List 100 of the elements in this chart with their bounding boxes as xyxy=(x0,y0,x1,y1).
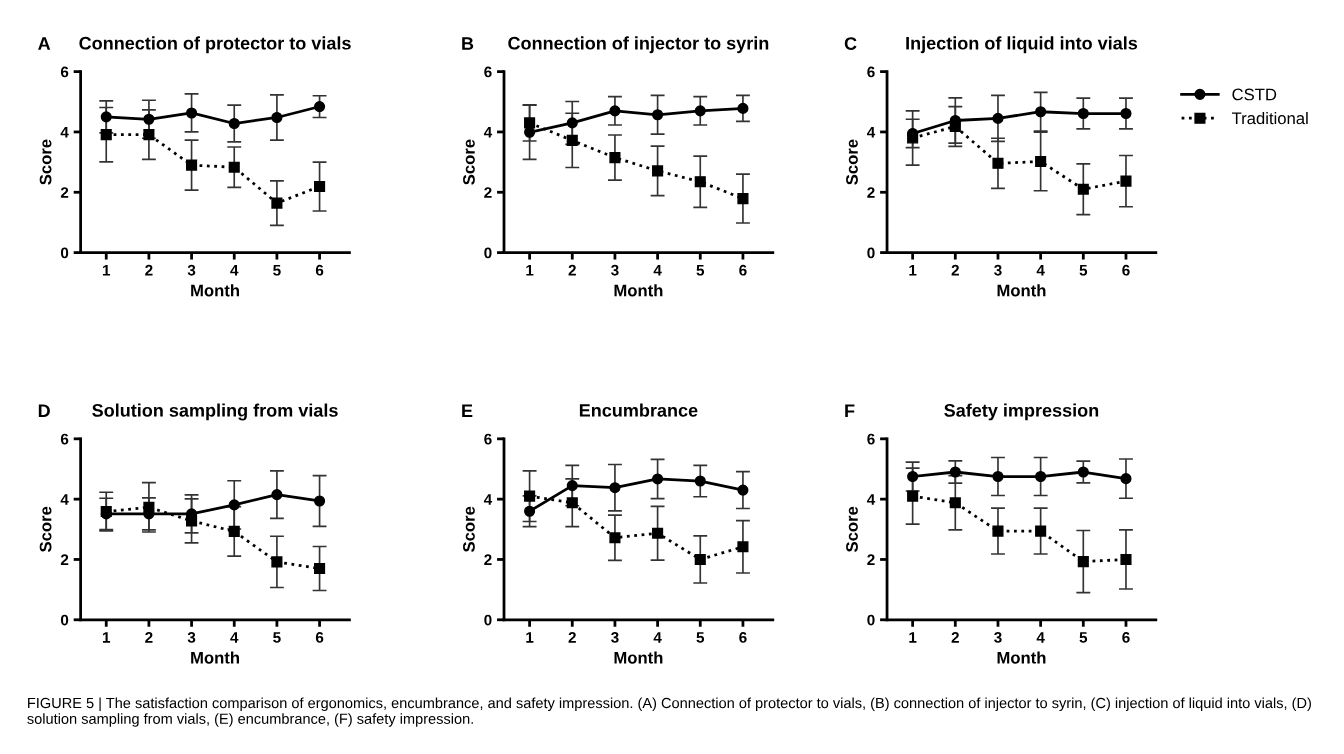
x-tick-label: 1 xyxy=(909,264,917,276)
point xyxy=(737,541,749,553)
y-tick-label: 4 xyxy=(483,494,493,505)
point xyxy=(1120,107,1132,120)
point xyxy=(907,490,919,502)
x-axis-title: Month xyxy=(191,284,239,297)
point xyxy=(271,489,283,501)
point xyxy=(271,111,283,124)
y-tick-label: 2 xyxy=(60,187,69,198)
x-tick-label: 2 xyxy=(568,264,576,276)
y-axis-title: Score xyxy=(463,506,475,552)
point xyxy=(143,129,155,141)
x-tick-label: 5 xyxy=(1079,632,1088,643)
x-tick-label: 2 xyxy=(145,264,153,276)
x-tick-label: 3 xyxy=(187,264,196,276)
point xyxy=(100,129,112,141)
text: B xyxy=(462,37,474,50)
x-tick-label: 6 xyxy=(1122,632,1130,643)
y-axis-title: Score xyxy=(846,506,858,552)
x-tick-label: 3 xyxy=(611,264,619,276)
point xyxy=(314,562,326,575)
y-tick-label: 2 xyxy=(60,554,69,565)
y-tick-label: 0 xyxy=(60,247,69,259)
point xyxy=(314,180,326,193)
point xyxy=(1035,106,1047,118)
y-tick-label: 6 xyxy=(484,433,492,445)
x-tick-label: 1 xyxy=(102,264,111,276)
point xyxy=(186,515,198,527)
y-axis-title: Score xyxy=(39,506,52,552)
point xyxy=(694,105,706,117)
x-tick-label: 3 xyxy=(611,632,619,643)
chart-title: Connection of injector to syrin xyxy=(508,36,769,54)
point xyxy=(949,497,961,509)
y-tick-label: 0 xyxy=(867,247,875,259)
point xyxy=(186,107,198,119)
point xyxy=(907,470,919,483)
y-tick-label: 6 xyxy=(60,66,69,78)
point xyxy=(314,101,326,113)
y-axis-title: Score xyxy=(846,139,858,185)
y-tick-label: 6 xyxy=(484,66,492,78)
point xyxy=(1077,183,1089,195)
legend-label: Traditional xyxy=(1231,111,1308,125)
chart-title: Injection of liquid into vials xyxy=(906,36,1138,54)
point xyxy=(694,475,706,487)
point xyxy=(100,111,112,123)
x-tick-label: 6 xyxy=(315,264,324,276)
x-axis-title: Month xyxy=(191,651,239,664)
point xyxy=(1077,466,1089,478)
point xyxy=(228,525,240,537)
x-tick-label: 1 xyxy=(526,264,534,276)
point xyxy=(1120,553,1132,566)
x-tick-label: 2 xyxy=(951,264,959,276)
chart-title: Solution sampling from vials xyxy=(92,403,338,421)
text: C xyxy=(844,37,857,50)
x-tick-label: 1 xyxy=(102,632,111,643)
y-tick-label: 4 xyxy=(483,126,493,138)
y-tick-label: 6 xyxy=(60,433,69,445)
point xyxy=(737,484,749,496)
point xyxy=(609,152,621,164)
x-tick-label: 1 xyxy=(526,632,534,643)
y-axis-title: Score xyxy=(463,139,475,185)
point xyxy=(1077,107,1089,120)
x-tick-label: 3 xyxy=(994,264,1002,276)
point xyxy=(652,527,664,539)
point xyxy=(652,109,664,121)
x-tick-label: 6 xyxy=(315,632,324,643)
point xyxy=(992,525,1004,537)
x-tick-label: 3 xyxy=(187,632,196,643)
point xyxy=(652,165,664,177)
point xyxy=(566,497,578,509)
x-tick-label: 6 xyxy=(1122,264,1130,276)
point xyxy=(949,466,961,478)
x-tick-label: 5 xyxy=(696,632,705,643)
point xyxy=(566,117,578,129)
x-tick-label: 4 xyxy=(653,264,662,276)
x-tick-label: 5 xyxy=(696,264,705,276)
point xyxy=(907,132,919,144)
chart-title: Safety impression xyxy=(944,403,1099,421)
point xyxy=(271,197,283,209)
point xyxy=(1035,155,1047,168)
x-tick-label: 4 xyxy=(1036,264,1045,276)
y-tick-label: 4 xyxy=(60,494,69,505)
point xyxy=(524,505,536,517)
y-tick-label: 0 xyxy=(60,614,69,626)
point xyxy=(566,480,578,492)
text: D xyxy=(38,404,50,417)
point xyxy=(271,556,283,568)
point xyxy=(652,473,664,485)
x-tick-label: 4 xyxy=(230,264,239,276)
point xyxy=(737,102,749,114)
x-tick-label: 2 xyxy=(568,632,576,643)
y-tick-label: 0 xyxy=(484,247,492,259)
x-axis-title: Month xyxy=(614,284,663,297)
legend-label: CSTD xyxy=(1232,88,1277,101)
chart-title: Connection of protector to vials xyxy=(79,36,351,54)
y-tick-label: 2 xyxy=(867,554,875,565)
point xyxy=(228,499,240,511)
point xyxy=(1035,470,1047,483)
point xyxy=(1035,525,1047,537)
y-tick-label: 6 xyxy=(867,66,875,78)
